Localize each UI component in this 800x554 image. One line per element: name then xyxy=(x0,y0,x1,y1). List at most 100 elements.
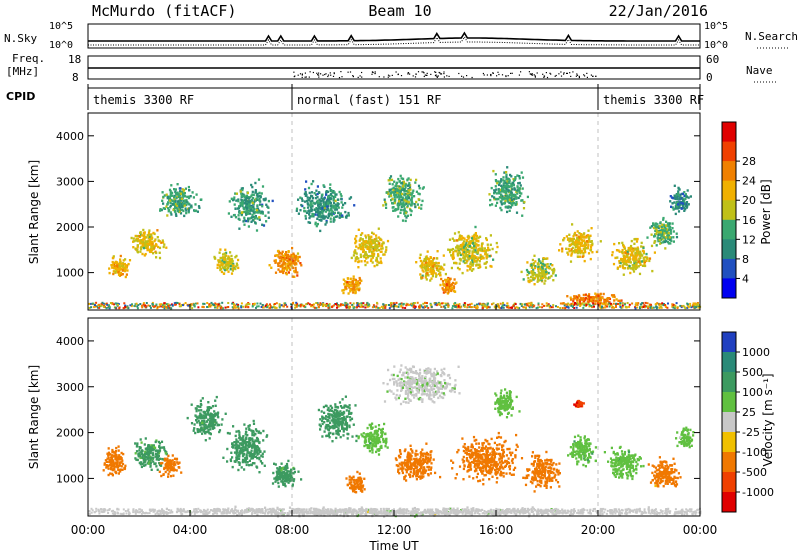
range-cell xyxy=(506,210,509,214)
range-cell xyxy=(493,197,496,200)
range-cell xyxy=(483,304,486,307)
nave-point xyxy=(434,71,436,73)
range-cell xyxy=(527,305,530,307)
range-cell xyxy=(435,257,438,260)
range-cell xyxy=(637,251,640,254)
range-cell xyxy=(169,199,172,202)
range-cell xyxy=(200,198,203,201)
range-cell xyxy=(291,246,294,250)
range-cell xyxy=(552,267,556,271)
nsearch-label: N.Search xyxy=(745,30,798,43)
range-cell xyxy=(218,304,221,307)
range-cell xyxy=(115,457,118,461)
range-cell xyxy=(625,263,628,266)
range-cell xyxy=(170,307,173,310)
range-cell xyxy=(434,261,438,265)
range-cell xyxy=(319,302,322,305)
range-cell xyxy=(695,304,698,307)
range-cell xyxy=(310,182,313,186)
range-cell xyxy=(367,240,370,243)
range-cell xyxy=(635,240,639,243)
range-cell xyxy=(159,462,162,465)
range-cell xyxy=(180,205,184,208)
range-cell xyxy=(331,191,334,194)
range-cell xyxy=(662,236,665,239)
range-cell xyxy=(476,244,479,247)
range-cell xyxy=(114,261,117,264)
range-cell xyxy=(171,194,174,197)
range-cell xyxy=(183,192,186,195)
range-cell xyxy=(446,292,449,295)
range-cell xyxy=(518,307,521,310)
range-cell xyxy=(545,270,548,274)
range-cell xyxy=(685,201,689,204)
range-cell xyxy=(371,250,374,253)
range-cell xyxy=(212,303,214,306)
range-cell xyxy=(413,307,416,309)
range-cell xyxy=(368,250,371,253)
range-cell xyxy=(171,203,174,206)
range-cell xyxy=(371,240,374,243)
range-cell xyxy=(643,262,646,265)
range-cell xyxy=(232,262,235,266)
range-cell xyxy=(282,305,285,308)
range-cell xyxy=(579,244,582,247)
range-cell xyxy=(399,211,402,214)
range-cell xyxy=(675,193,678,196)
range-cell xyxy=(468,252,471,255)
range-cell xyxy=(479,235,482,238)
range-cell xyxy=(136,244,139,247)
range-cell xyxy=(430,265,433,268)
range-cell xyxy=(418,304,421,307)
range-cell xyxy=(146,247,149,250)
range-cell xyxy=(143,238,146,241)
range-cell xyxy=(621,257,624,261)
range-cell xyxy=(571,223,574,226)
range-cell xyxy=(369,240,372,244)
range-cell xyxy=(187,209,190,212)
range-cell xyxy=(546,265,549,269)
range-cell xyxy=(454,304,457,307)
range-cell xyxy=(370,258,373,261)
nave-point xyxy=(505,75,507,78)
range-cell xyxy=(420,203,423,207)
range-cell xyxy=(100,304,102,307)
range-cell xyxy=(406,214,409,217)
range-cell xyxy=(359,247,363,251)
range-cell xyxy=(469,306,472,309)
range-cell xyxy=(678,206,681,209)
range-cell xyxy=(202,306,205,309)
colorbar-tick-label: 28 xyxy=(742,155,756,168)
range-cell xyxy=(520,199,523,202)
range-cell xyxy=(630,247,633,250)
range-cell xyxy=(467,234,470,238)
range-cell xyxy=(405,202,408,205)
range-cell xyxy=(473,255,476,258)
range-cell xyxy=(429,270,432,273)
range-cell xyxy=(512,304,515,307)
range-cell xyxy=(467,303,469,306)
range-cell xyxy=(107,464,110,467)
range-cell xyxy=(574,302,576,304)
range-cell xyxy=(648,259,651,263)
range-cell xyxy=(406,198,409,201)
range-cell xyxy=(399,302,402,305)
range-cell xyxy=(639,306,641,309)
range-cell xyxy=(481,307,484,310)
range-cell xyxy=(658,304,661,307)
range-cell xyxy=(669,242,672,245)
range-cell xyxy=(317,215,320,218)
range-cell xyxy=(681,192,684,195)
beam-title: Beam 10 xyxy=(368,2,431,20)
range-cell xyxy=(590,296,593,299)
range-cell xyxy=(105,466,108,469)
range-cell xyxy=(424,274,427,277)
range-cell xyxy=(118,307,121,310)
range-cell xyxy=(615,302,618,305)
range-cell xyxy=(460,235,463,238)
range-cell xyxy=(501,189,504,192)
range-cell xyxy=(418,206,421,209)
range-cell xyxy=(152,247,155,250)
range-cell xyxy=(678,188,681,191)
range-cell xyxy=(539,275,542,278)
